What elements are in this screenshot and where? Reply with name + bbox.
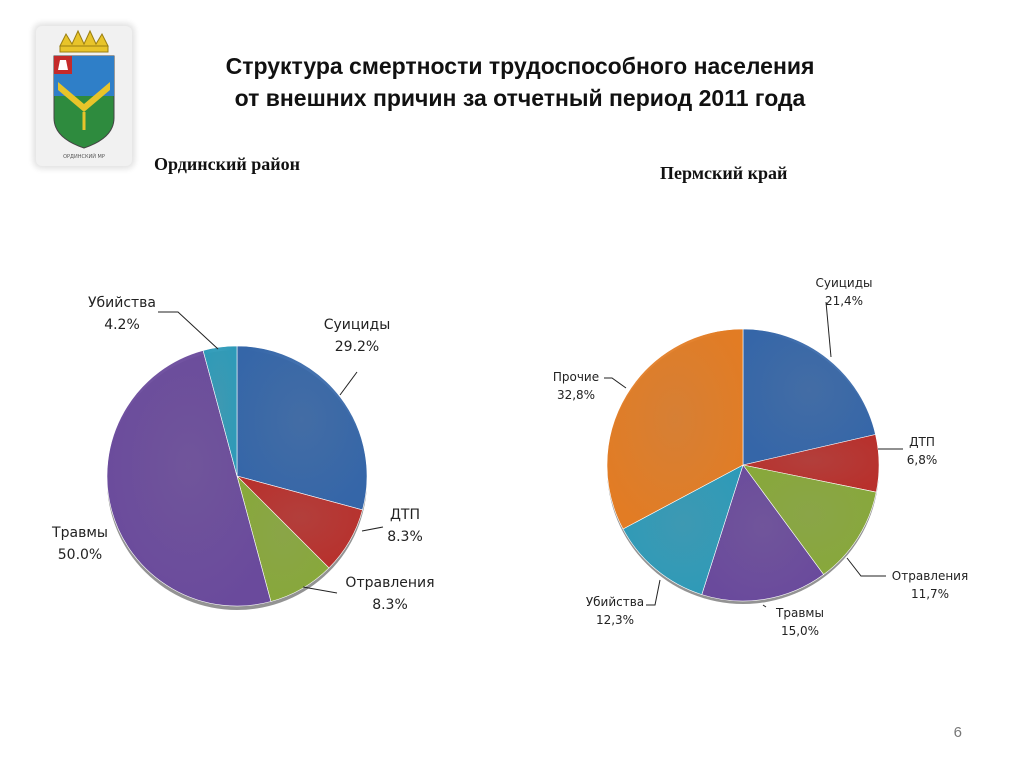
right-value-0: 21,4% xyxy=(825,294,863,308)
right-value-1: 6,8% xyxy=(907,453,938,467)
title-line-2: от внешних причин за отчетный период 201… xyxy=(234,85,806,111)
left-label-0: Суициды xyxy=(324,317,391,333)
emblem-caption: ОРДИНСКИЙ МР xyxy=(63,153,105,160)
left-value-3: 50.0% xyxy=(58,547,102,563)
page-title: Структура смертности трудоспособного нас… xyxy=(160,50,880,114)
left-leader-1 xyxy=(361,526,384,532)
pie-chart-ordinsky: Суициды 29.2% ДТП 8.3% Отравления 8.3% Травмы 5… xyxy=(51,295,435,613)
left-label-4: Убийства xyxy=(88,295,156,311)
right-leader-4 xyxy=(646,579,661,606)
right-label-1: ДТП xyxy=(909,435,935,449)
right-leader-2 xyxy=(846,557,886,577)
page-number: 6 xyxy=(953,724,962,741)
right-value-4: 12,3% xyxy=(596,613,634,627)
left-value-2: 8.3% xyxy=(372,597,408,613)
right-label-4: Убийства xyxy=(586,595,644,609)
left-label-1: ДТП xyxy=(390,507,420,523)
right-leader-3 xyxy=(762,604,767,608)
right-leader-5 xyxy=(604,377,627,389)
left-leader-4 xyxy=(158,311,219,350)
right-leader-0 xyxy=(825,301,832,358)
right-label-3: Травмы xyxy=(775,606,824,620)
right-value-5: 32,8% xyxy=(557,388,595,402)
right-label-0: Суициды xyxy=(815,276,872,290)
left-leader-2 xyxy=(302,586,338,594)
left-slice-0 xyxy=(236,345,368,511)
left-leader-0 xyxy=(339,371,358,396)
left-label-3: Травмы xyxy=(51,525,108,541)
right-slice-0 xyxy=(742,328,876,466)
coat-of-arms-emblem: ОРДИНСКИЙ МР xyxy=(36,26,132,166)
chart-title-ordinsky: Ординский район xyxy=(154,154,300,174)
left-slice-4 xyxy=(202,345,238,477)
left-slice-3 xyxy=(106,350,272,607)
right-label-2: Отравления xyxy=(892,569,968,583)
title-line-1: Структура смертности трудоспособного нас… xyxy=(225,53,815,79)
right-value-3: 15,0% xyxy=(781,624,819,638)
left-value-4: 4.2% xyxy=(104,317,140,333)
left-value-1: 8.3% xyxy=(387,529,423,545)
chart-title-perm: Пермский край xyxy=(660,163,788,183)
coat-of-arms-icon: ОРДИНСКИЙ МР xyxy=(53,29,115,160)
right-label-5: Прочие xyxy=(553,370,599,384)
left-label-2: Отравления xyxy=(345,575,434,591)
right-slice-5 xyxy=(606,328,744,530)
right-slice-4 xyxy=(622,464,744,595)
right-value-2: 11,7% xyxy=(911,587,949,601)
pie-chart-perm: Суициды 21,4% ДТП 6,8% Отравления 11,7% Травмы… xyxy=(553,276,968,638)
left-value-0: 29.2% xyxy=(335,339,379,355)
right-slice-2 xyxy=(742,464,877,575)
